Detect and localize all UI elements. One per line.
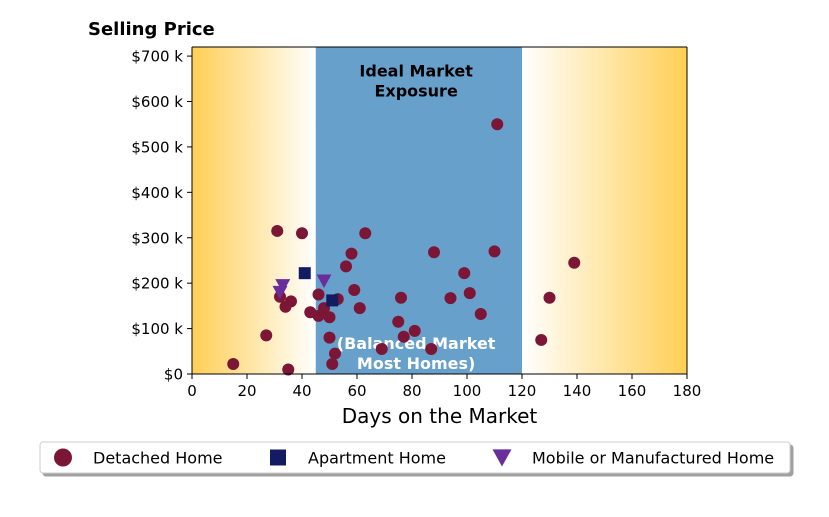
point-s2-1	[275, 279, 291, 293]
annotation-1-line-1: Most Homes)	[357, 354, 475, 373]
band-1	[315, 47, 522, 374]
y-tick-label-6: $600 k	[131, 93, 183, 111]
legend-label-1: Apartment Home	[308, 449, 446, 468]
legend-box	[39, 441, 791, 474]
y-tick-label-2: $200 k	[131, 275, 183, 293]
point-s0-21	[359, 227, 372, 240]
point-s0-17	[340, 260, 352, 273]
point-s0-20	[353, 302, 366, 315]
point-s0-23	[392, 315, 405, 328]
annotation-0-line-1: Exposure	[374, 82, 458, 101]
point-s0-27	[425, 343, 438, 356]
point-s0-25	[397, 330, 410, 343]
point-s2-2	[316, 274, 332, 289]
point-s0-24	[395, 291, 407, 304]
point-s0-37	[568, 256, 581, 269]
legend: Detached Home Apartment Home Mobile or Man…	[39, 441, 791, 474]
point-s0-0	[227, 358, 240, 371]
x-tick-label-2: 40	[292, 382, 311, 400]
point-s1-1	[326, 294, 339, 307]
point-s0-35	[535, 333, 548, 346]
point-s0-13	[323, 331, 336, 344]
point-s0-36	[543, 291, 556, 304]
y-tick-label-7: $700 k	[131, 48, 183, 66]
x-tick-label-3: 60	[347, 382, 366, 400]
point-s0-12	[323, 311, 336, 324]
x-tick-label-5: 100	[453, 382, 482, 400]
background-bands	[192, 47, 687, 374]
point-s0-2	[271, 224, 284, 237]
x-tick-label-0: 0	[187, 382, 197, 400]
point-s1-0	[298, 267, 311, 280]
legend-label-2: Mobile or Manufactured Home	[532, 449, 774, 468]
point-s0-32	[474, 308, 487, 321]
point-s0-18	[345, 247, 358, 260]
band-0	[192, 47, 316, 374]
axes: 0 20 40 60 80 100 120 140 160 180 $0 $100 k $200 k $3…	[131, 46, 702, 400]
x-tick-label-7: 140	[563, 382, 592, 400]
point-s0-28	[428, 246, 440, 259]
point-s0-29	[444, 292, 457, 305]
point-s0-14	[326, 358, 339, 371]
legend-marker-1	[270, 449, 286, 466]
x-tick-label-6: 120	[508, 382, 537, 400]
legend-marker-0	[54, 448, 72, 467]
annotation-0: Ideal Market Exposure	[359, 62, 473, 101]
legend-label-0: Detached Home	[93, 449, 223, 468]
point-s0-26	[408, 324, 421, 337]
point-s0-30	[458, 267, 471, 280]
y-tick-label-3: $300 k	[131, 229, 183, 247]
point-s0-33	[488, 245, 501, 258]
point-s0-15	[329, 347, 341, 360]
point-s0-5	[282, 363, 295, 376]
point-s0-1	[260, 329, 273, 342]
x-tick-label-8: 160	[618, 382, 647, 400]
annotation-0-line-0: Ideal Market	[359, 62, 473, 81]
y-tick-label-0: $0	[164, 366, 183, 384]
point-s0-34	[491, 118, 504, 131]
data-points	[227, 118, 581, 376]
y-tick-label-4: $400 k	[131, 184, 183, 202]
point-s0-7	[296, 227, 308, 240]
chart-title: Selling Price	[88, 19, 215, 40]
x-axis-title: Days on the Market	[342, 404, 538, 428]
annotation-1: (Balanced Market Most Homes)	[337, 334, 496, 373]
legend-marker-2	[492, 449, 512, 467]
y-tick-label-5: $500 k	[131, 138, 183, 156]
point-s0-9	[312, 288, 325, 301]
point-s0-19	[348, 283, 361, 296]
point-s0-31	[463, 287, 476, 300]
band-2	[522, 47, 687, 374]
x-tick-label-1: 20	[237, 382, 256, 400]
point-s0-22	[375, 343, 388, 356]
y-tick-label-1: $100 k	[131, 320, 183, 338]
x-tick-label-9: 180	[673, 382, 702, 400]
annotation-1-line-0: (Balanced Market	[337, 334, 496, 353]
x-tick-label-4: 80	[402, 382, 421, 400]
point-s0-6	[285, 295, 297, 308]
